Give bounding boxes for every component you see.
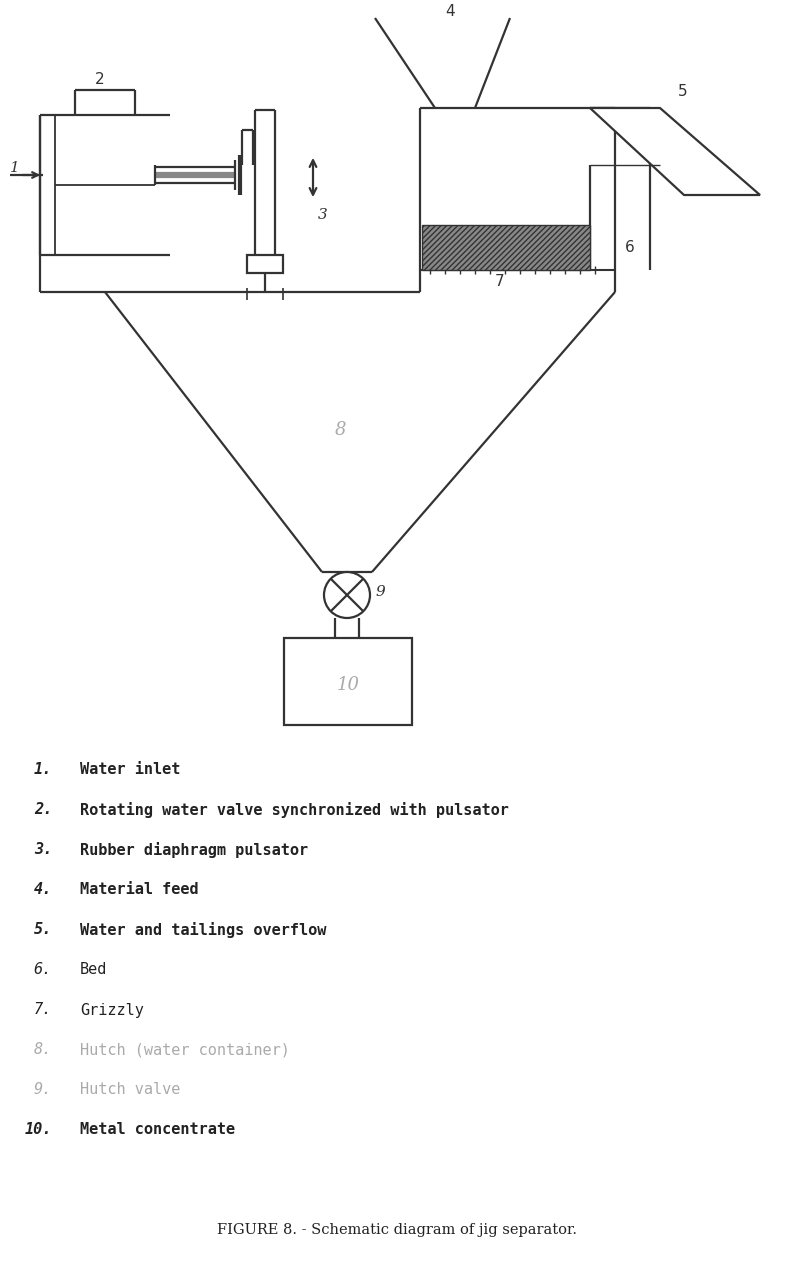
Text: Rubber diaphragm pulsator: Rubber diaphragm pulsator <box>80 843 308 858</box>
Text: 4: 4 <box>445 5 455 19</box>
Text: 3: 3 <box>318 208 328 222</box>
Text: 9.: 9. <box>34 1082 52 1097</box>
Text: 8.: 8. <box>34 1043 52 1058</box>
Text: FIGURE 8. - Schematic diagram of jig separator.: FIGURE 8. - Schematic diagram of jig sep… <box>217 1223 577 1237</box>
Text: Hutch valve: Hutch valve <box>80 1082 180 1097</box>
Bar <box>284 639 412 725</box>
Text: 10: 10 <box>337 677 360 694</box>
Text: 10.: 10. <box>25 1123 52 1138</box>
Text: Hutch (water container): Hutch (water container) <box>80 1043 290 1058</box>
Text: 3.: 3. <box>34 843 52 858</box>
Text: 1: 1 <box>10 161 20 175</box>
Text: 4.: 4. <box>34 883 52 897</box>
Text: Material feed: Material feed <box>80 883 198 897</box>
Text: 6.: 6. <box>34 963 52 978</box>
Text: 6: 6 <box>625 241 634 256</box>
Text: 1.: 1. <box>34 763 52 778</box>
Text: 2.: 2. <box>34 802 52 817</box>
Text: Grizzly: Grizzly <box>80 1002 144 1017</box>
Bar <box>422 226 590 270</box>
Text: 7.: 7. <box>34 1002 52 1017</box>
Text: Rotating water valve synchronized with pulsator: Rotating water valve synchronized with p… <box>80 802 509 818</box>
Text: 2: 2 <box>95 72 105 87</box>
Bar <box>247 255 283 272</box>
Text: 9: 9 <box>376 585 386 599</box>
Text: Bed: Bed <box>80 963 107 978</box>
Text: 5: 5 <box>678 85 688 100</box>
Text: 7: 7 <box>495 275 505 289</box>
Text: 8: 8 <box>334 421 345 438</box>
Text: 5.: 5. <box>34 922 52 938</box>
Text: Water inlet: Water inlet <box>80 763 180 778</box>
Text: Metal concentrate: Metal concentrate <box>80 1123 235 1138</box>
Text: Water and tailings overflow: Water and tailings overflow <box>80 922 326 938</box>
Circle shape <box>324 571 370 618</box>
Polygon shape <box>590 108 760 195</box>
